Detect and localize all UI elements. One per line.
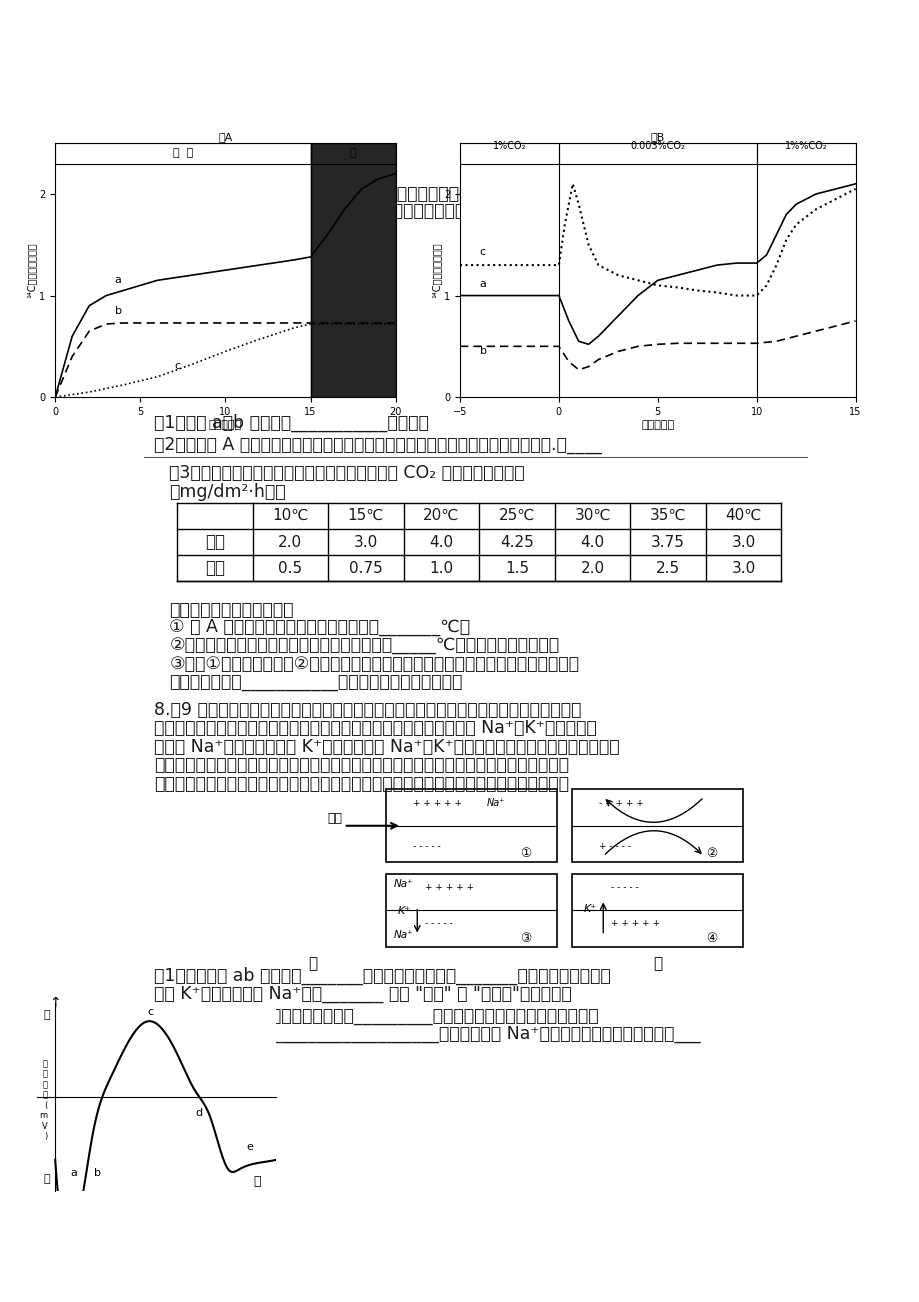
Text: 30℃: 30℃	[573, 508, 610, 523]
Text: 发生了改变，由静息电位转变为动作电位，由于某种作用，造成膜两侧 Na⁺、K⁺分布不均，: 发生了改变，由静息电位转变为动作电位，由于某种作用，造成膜两侧 Na⁺、K⁺分布…	[153, 719, 596, 737]
Text: 1.5: 1.5	[505, 561, 528, 575]
Bar	[386, 789, 556, 862]
Text: - - - - -: - - - - -	[425, 919, 452, 928]
Text: - + + + +: - + + + +	[598, 798, 643, 807]
X-axis label: 时间（分）: 时间（分）	[209, 419, 242, 430]
Text: 的变化_____________________________，改变溶液中 Na⁺浓度，动作电位是否会出现？___: 的变化_____________________________，改变溶液中 N…	[153, 1025, 699, 1043]
Text: K⁺: K⁺	[584, 904, 596, 914]
Text: 15℃: 15℃	[347, 508, 383, 523]
Text: Na⁺: Na⁺	[393, 931, 414, 940]
Bar	[55, 143, 311, 397]
Text: 要是 K⁺的外流，改变 Na⁺浓度_______ （填 "影响" 或 "不影响"）此电位。: 要是 K⁺的外流，改变 Na⁺浓度_______ （填 "影响" 或 "不影响"…	[153, 984, 571, 1003]
Text: ③若将①中的温度调整为②的温度，这种改变会使该植物总光合作用达到最大值时所需: ③若将①中的温度调整为②的温度，这种改变会使该植物总光合作用达到最大值时所需	[169, 655, 579, 673]
Text: 甲: 甲	[254, 1176, 261, 1189]
Text: （2）bc 段的产生是由于神经受刺激后_________离子内流，导致受刺激部位的膜电位: （2）bc 段的产生是由于神经受刺激后_________离子内流，导致受刺激部位…	[162, 1006, 598, 1025]
Text: 25℃: 25℃	[498, 508, 535, 523]
Text: b: b	[480, 346, 486, 357]
Title: 图B: 图B	[650, 133, 664, 142]
Text: 甲: 甲	[308, 956, 317, 971]
Text: b: b	[94, 1168, 101, 1177]
Text: 35℃: 35℃	[649, 508, 686, 523]
Text: 1%%CO₂: 1%%CO₂	[784, 142, 826, 151]
Text: d: d	[195, 1108, 202, 1118]
Text: 0.75: 0.75	[348, 561, 382, 575]
Text: c: c	[147, 1008, 153, 1017]
Text: 4.0: 4.0	[580, 535, 604, 549]
Text: 细胞外 Na⁺浓度高，细胞内 K⁺浓度高，因此 Na⁺、K⁺分别有向膜内或膜外扩散的趋势。用: 细胞外 Na⁺浓度高，细胞内 K⁺浓度高，因此 Na⁺、K⁺分别有向膜内或膜外扩…	[153, 738, 618, 755]
Bar	[386, 874, 556, 947]
Text: Na⁺: Na⁺	[393, 879, 414, 889]
Text: 黑暗: 黑暗	[205, 559, 224, 577]
Text: 膜
电
位
差
(
m
V
): 膜 电 位 差 ( m V )	[40, 1060, 48, 1141]
Text: 20℃: 20℃	[423, 508, 460, 523]
Text: 0.003%CO₂: 0.003%CO₂	[630, 142, 685, 151]
Text: 暗: 暗	[349, 148, 356, 159]
Text: 乙: 乙	[652, 956, 662, 971]
Text: ④: ④	[706, 932, 717, 945]
Text: K⁺: K⁺	[397, 906, 411, 915]
Bar	[311, 143, 395, 397]
Text: 2.5: 2.5	[655, 561, 679, 575]
Y-axis label: ¹⁴C量（相对量值）: ¹⁴C量（相对量值）	[27, 242, 37, 298]
Text: 7、（10 分）将 CO₂作为光合作用原料，在最适宜温度条件下，分别改变光照和 CO₂浓度，测: 7、（10 分）将 CO₂作为光合作用原料，在最适宜温度条件下，分别改变光照和 …	[153, 185, 631, 203]
Text: 4.25: 4.25	[500, 535, 533, 549]
Text: 4.0: 4.0	[429, 535, 453, 549]
Text: 1.0: 1.0	[429, 561, 453, 575]
Text: - - - - -: - - - - -	[413, 842, 440, 852]
Text: 1%CO₂: 1%CO₂	[493, 142, 526, 151]
Text: 8.（9 分）神经细胞作为可兴奋细胞，当其由静息状态转变为活动状态时，膜的电化学性质: 8.（9 分）神经细胞作为可兴奋细胞，当其由静息状态转变为活动状态时，膜的电化学…	[153, 700, 581, 719]
Text: （3）下表为在适宜光照强度和黑暗条件下测定的 CO₂ 的吸收量和释放量: （3）下表为在适宜光照强度和黑暗条件下测定的 CO₂ 的吸收量和释放量	[169, 465, 525, 482]
Text: 据此分析，回答下列问题：: 据此分析，回答下列问题：	[169, 600, 293, 618]
Text: c: c	[480, 247, 485, 256]
Text: + + + + +: + + + + +	[413, 798, 462, 807]
Text: 的最低光照强度___________。（变大、变小、不变）。: 的最低光照强度___________。（变大、变小、不变）。	[169, 673, 462, 691]
Text: 3.75: 3.75	[651, 535, 685, 549]
Text: ②: ②	[706, 848, 717, 861]
Text: 光  照: 光 照	[173, 148, 193, 159]
Text: 3.0: 3.0	[354, 535, 378, 549]
Text: （1）图中 a、b 分别代表___________化合物。: （1）图中 a、b 分别代表___________化合物。	[153, 414, 428, 432]
Bar	[572, 789, 742, 862]
Text: 10℃: 10℃	[272, 508, 308, 523]
Text: 2.0: 2.0	[580, 561, 604, 575]
Text: 正: 正	[43, 1010, 50, 1021]
Text: 位的示意图，图乙是图甲各阶段的离子分布及运动示意图（顺序已打乱）。据图分析并回答: 位的示意图，图乙是图甲各阶段的离子分布及运动示意图（顺序已打乱）。据图分析并回答	[153, 775, 568, 793]
Text: 0.5: 0.5	[278, 561, 302, 575]
Text: ↑: ↑	[50, 996, 61, 1009]
Text: ① 图 A 实验设定的最适宜温度是上表中的_______℃。: ① 图 A 实验设定的最适宜温度是上表中的_______℃。	[169, 618, 470, 637]
Text: 微电极分别置于神经纤维的膜内和膜外，记录膜内外的电位差。下图甲是静息电位和动作电: 微电极分别置于神经纤维的膜内和膜外，记录膜内外的电位差。下图甲是静息电位和动作电	[153, 756, 568, 775]
X-axis label: 时间（分）: 时间（分）	[641, 419, 674, 430]
Text: a: a	[115, 275, 121, 285]
Text: 3.0: 3.0	[731, 535, 755, 549]
Text: + + + + +: + + + + +	[610, 919, 659, 928]
Bar	[572, 874, 742, 947]
Text: e: e	[246, 1142, 253, 1152]
Text: + + + + +: + + + + +	[425, 883, 473, 892]
Text: a: a	[480, 280, 486, 289]
Text: 光照: 光照	[205, 533, 224, 551]
Text: a: a	[70, 1168, 76, 1177]
Text: 定某种绿色植物叶绿体基质中化合物的放射性物质含量，分别绘成图 A、图 B。试分析回答: 定某种绿色植物叶绿体基质中化合物的放射性物质含量，分别绘成图 A、图 B。试分析…	[153, 202, 583, 220]
Text: （1）图甲中的 ab 段表示、_______电位，对应图乙中的_______图，此电位的形成主: （1）图甲中的 ab 段表示、_______电位，对应图乙中的_______图，…	[153, 966, 610, 984]
Title: 图A: 图A	[218, 133, 233, 142]
Y-axis label: ¹⁴C量（相对量值）: ¹⁴C量（相对量值）	[431, 242, 441, 298]
Text: 刺激: 刺激	[327, 811, 342, 824]
Text: ②若是大棚栽种农作物，白天应将温度设定为：_____℃，才有利于提高产量。: ②若是大棚栽种农作物，白天应将温度设定为：_____℃，才有利于提高产量。	[169, 637, 559, 655]
Text: （2）根据图 A 中。在光照、暗不同条件下的含量变化分析，光合作用过程的关系是.：____: （2）根据图 A 中。在光照、暗不同条件下的含量变化分析，光合作用过程的关系是.…	[153, 436, 601, 454]
Text: + - - - -: + - - - -	[598, 842, 630, 852]
Text: ①: ①	[520, 848, 531, 861]
Text: 负: 负	[43, 1173, 50, 1184]
Text: - - - - -: - - - - -	[610, 883, 638, 892]
Text: Na⁺: Na⁺	[486, 798, 505, 809]
Text: c: c	[175, 361, 180, 371]
Text: 2.0: 2.0	[278, 535, 302, 549]
Text: 3.0: 3.0	[731, 561, 755, 575]
Text: （mg/dm²·h）。: （mg/dm²·h）。	[169, 483, 286, 501]
Text: b: b	[115, 306, 121, 316]
Text: ③: ③	[520, 932, 531, 945]
Text: 40℃: 40℃	[725, 508, 761, 523]
